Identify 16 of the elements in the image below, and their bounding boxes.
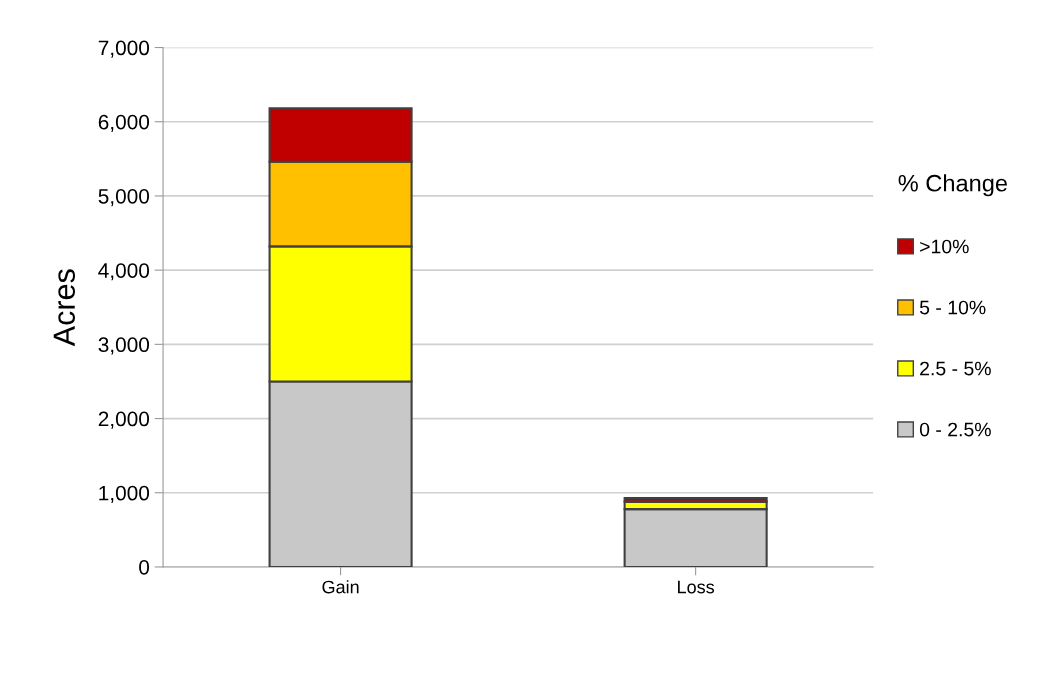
legend-label: 5 - 10% xyxy=(919,300,986,315)
y-tick-label: 0 xyxy=(139,559,150,575)
y-tick-label: 5,000 xyxy=(98,188,150,207)
x-tick-label: Loss xyxy=(678,580,715,594)
y-tick-label: 1,000 xyxy=(99,485,150,503)
legend-label: 0 - 2.5% xyxy=(919,422,991,437)
x-tick-label: Gain xyxy=(322,580,359,594)
y-tick-label: 6,000 xyxy=(98,114,150,132)
y-tick-label: 2,000 xyxy=(98,411,150,429)
y-tick-label: 4,000 xyxy=(98,263,150,281)
y-tick-label: 3,000 xyxy=(98,337,150,355)
legend-label: 2.5 - 5% xyxy=(920,361,991,376)
legend-title: % Change xyxy=(898,174,1007,197)
y-axis-title: Acres xyxy=(53,269,76,347)
legend-label: >10% xyxy=(920,239,969,254)
y-tick-label: 7,000 xyxy=(98,40,150,58)
